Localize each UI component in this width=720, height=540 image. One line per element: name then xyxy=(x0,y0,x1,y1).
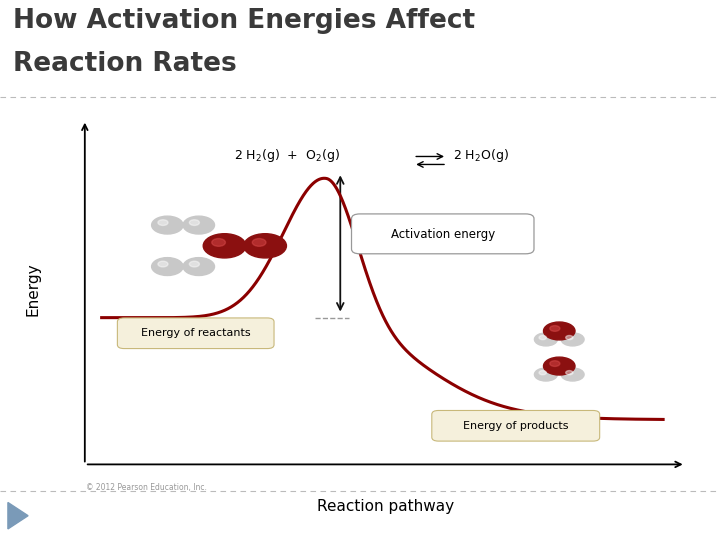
Text: © 2012 Pearson Education, Inc.: © 2012 Pearson Education, Inc. xyxy=(86,483,207,492)
Circle shape xyxy=(183,258,215,275)
Circle shape xyxy=(566,335,573,340)
Text: 2 H$_2$(g)  +  O$_2$(g): 2 H$_2$(g) + O$_2$(g) xyxy=(233,147,340,164)
Circle shape xyxy=(158,220,168,225)
Circle shape xyxy=(189,261,199,267)
Circle shape xyxy=(152,258,183,275)
Circle shape xyxy=(561,368,584,381)
Circle shape xyxy=(550,326,560,332)
Circle shape xyxy=(539,335,546,340)
Circle shape xyxy=(183,216,215,234)
Text: Energy: Energy xyxy=(26,262,41,316)
Circle shape xyxy=(550,361,560,367)
Text: Reaction pathway: Reaction pathway xyxy=(317,500,454,515)
Circle shape xyxy=(189,220,199,225)
Circle shape xyxy=(158,261,168,267)
Circle shape xyxy=(212,239,225,246)
FancyBboxPatch shape xyxy=(432,410,600,441)
Circle shape xyxy=(534,333,557,346)
Text: Energy of reactants: Energy of reactants xyxy=(141,328,251,338)
Circle shape xyxy=(544,357,575,375)
Text: Reaction Rates: Reaction Rates xyxy=(13,51,237,77)
Circle shape xyxy=(203,234,246,258)
Text: 2 H$_2$O(g): 2 H$_2$O(g) xyxy=(453,147,508,164)
Text: Activation energy: Activation energy xyxy=(391,228,495,241)
Text: Energy of products: Energy of products xyxy=(463,421,568,431)
Polygon shape xyxy=(8,502,28,529)
FancyBboxPatch shape xyxy=(117,318,274,349)
FancyBboxPatch shape xyxy=(351,214,534,254)
Circle shape xyxy=(539,370,546,375)
Circle shape xyxy=(561,333,584,346)
Circle shape xyxy=(244,234,287,258)
Circle shape xyxy=(252,239,266,246)
Circle shape xyxy=(152,216,183,234)
Text: How Activation Energies Affect: How Activation Energies Affect xyxy=(13,8,475,34)
Circle shape xyxy=(544,322,575,340)
Circle shape xyxy=(566,370,573,375)
Circle shape xyxy=(534,368,557,381)
